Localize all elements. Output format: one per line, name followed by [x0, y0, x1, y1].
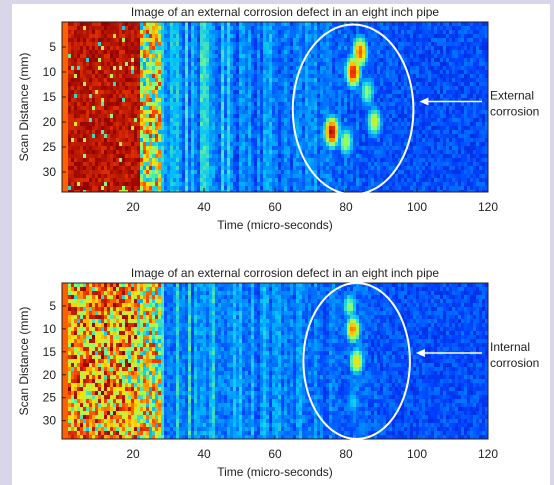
x-tick-label: 120 [478, 200, 498, 214]
y-tick-label: 25 [43, 391, 57, 405]
x-tick-label: 40 [197, 200, 211, 214]
y-tick-label: 30 [43, 414, 57, 428]
chart-1: 20 40 60 80 100 120 5 10 15 20 25 30 Image of an ext… [17, 5, 539, 232]
chart-2: 20 40 60 80 100 120 5 10 15 20 25 30 Image of an ext… [17, 266, 539, 479]
y-tick-label: 10 [43, 322, 57, 336]
x-axis-label: Time (micro-seconds) [217, 218, 333, 232]
annotation-label: Internal [490, 340, 530, 354]
x-tick-label: 20 [126, 200, 140, 214]
heatmap-cells [62, 22, 488, 192]
slide-frame-top [0, 0, 554, 4]
annotation-arrow-head [419, 97, 429, 106]
y-tick-label: 20 [43, 115, 57, 129]
x-axis-label: Time (micro-seconds) [217, 465, 333, 479]
y-tick-label: 15 [43, 345, 57, 359]
x-tick-label: 100 [407, 447, 427, 461]
annotation-ellipse [291, 23, 415, 196]
y-tick-label: 5 [49, 40, 56, 54]
x-tick-label: 100 [407, 200, 427, 214]
x-tick-label: 120 [478, 447, 498, 461]
x-tick-label: 20 [126, 447, 140, 461]
x-tick-label: 80 [339, 200, 353, 214]
chart-title: Image of an external corrosion defect in… [131, 266, 440, 280]
annotation-label: corrosion [490, 356, 539, 370]
annotation-label: corrosion [490, 105, 539, 119]
x-tick-label: 60 [268, 200, 282, 214]
y-tick-label: 15 [43, 90, 57, 104]
y-tick-label: 20 [43, 368, 57, 382]
heatmap-cells [62, 283, 488, 439]
slide-frame-left [0, 0, 12, 485]
y-tick-label: 5 [49, 299, 56, 313]
chart-title: Image of an external corrosion defect in… [131, 5, 440, 19]
y-axis-label: Scan Distance (mm) [17, 307, 31, 416]
annotation-ellipse [302, 282, 411, 440]
x-tick-label: 40 [197, 447, 211, 461]
annotation-label: External [490, 89, 534, 103]
y-tick-label: 25 [43, 140, 57, 154]
y-tick-label: 30 [43, 165, 57, 179]
slide-frame-right [550, 0, 554, 485]
y-axis-label: Scan Distance (mm) [17, 53, 31, 162]
x-tick-label: 60 [268, 447, 282, 461]
x-tick-label: 80 [339, 447, 353, 461]
y-tick-label: 10 [43, 65, 57, 79]
annotation-arrow-head [415, 349, 425, 357]
